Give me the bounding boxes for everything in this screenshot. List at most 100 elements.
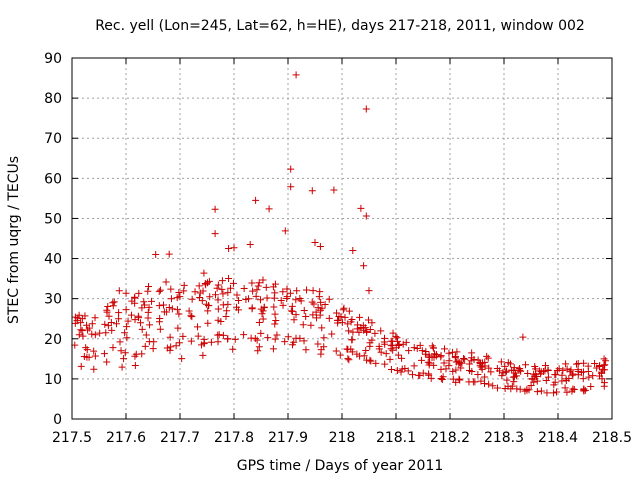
- data-point: [345, 327, 353, 335]
- x-tick-label: 217.8: [214, 430, 254, 446]
- data-point: [312, 308, 320, 316]
- data-point: [71, 319, 79, 327]
- data-point: [389, 341, 397, 349]
- data-point: [196, 289, 204, 297]
- data-point: [456, 376, 464, 384]
- data-point: [166, 346, 174, 354]
- data-point: [283, 285, 291, 293]
- data-point: [91, 352, 99, 360]
- data-point: [178, 355, 186, 363]
- data-point: [214, 296, 222, 304]
- data-point: [144, 308, 152, 316]
- data-point: [287, 307, 295, 315]
- data-point: [356, 313, 364, 321]
- data-point: [355, 328, 363, 336]
- data-point: [333, 309, 341, 317]
- data-point: [448, 348, 456, 356]
- data-point: [317, 298, 325, 306]
- data-point: [363, 327, 371, 335]
- data-point: [108, 326, 116, 334]
- data-point: [581, 386, 589, 394]
- data-point: [165, 303, 173, 311]
- data-point: [438, 375, 446, 383]
- data-point: [175, 288, 183, 296]
- data-point: [307, 321, 315, 329]
- y-tick-label: 50: [44, 211, 62, 227]
- data-point: [394, 351, 402, 359]
- data-point: [393, 337, 401, 345]
- y-tick-label: 70: [44, 131, 62, 147]
- data-point: [281, 338, 289, 346]
- data-point: [180, 281, 188, 289]
- y-tick-label: 0: [53, 412, 62, 428]
- data-point: [364, 316, 372, 324]
- data-point: [493, 384, 501, 392]
- data-point: [262, 283, 270, 291]
- data-point: [292, 311, 300, 319]
- data-point: [150, 338, 158, 346]
- data-point: [81, 312, 89, 320]
- data-point: [88, 330, 96, 338]
- data-point: [353, 325, 361, 333]
- data-point: [476, 360, 484, 368]
- data-point: [131, 293, 139, 301]
- data-point: [103, 306, 111, 314]
- data-point: [330, 186, 338, 194]
- data-point: [122, 306, 130, 314]
- data-point: [311, 239, 319, 247]
- data-point: [85, 324, 93, 332]
- data-point: [122, 289, 130, 297]
- data-point: [357, 204, 365, 212]
- data-point: [225, 275, 233, 283]
- data-point: [109, 302, 117, 310]
- data-point: [199, 351, 207, 359]
- data-point: [416, 371, 424, 379]
- data-point: [542, 377, 550, 385]
- data-point: [242, 295, 250, 303]
- data-point: [338, 318, 346, 326]
- data-point: [397, 368, 405, 376]
- data-point: [573, 360, 581, 368]
- data-point: [102, 329, 110, 337]
- data-point: [138, 350, 146, 358]
- data-point: [555, 365, 563, 373]
- data-point: [516, 385, 524, 393]
- data-point: [405, 347, 413, 355]
- data-point: [141, 301, 149, 309]
- data-point: [138, 325, 146, 333]
- data-point: [550, 389, 558, 397]
- data-point: [418, 347, 426, 355]
- data-point: [524, 369, 532, 377]
- data-point: [233, 291, 241, 299]
- data-point: [468, 368, 476, 376]
- data-point: [563, 388, 571, 396]
- data-point: [142, 331, 150, 339]
- data-point: [110, 298, 118, 306]
- data-point: [198, 341, 206, 349]
- data-point: [117, 347, 125, 355]
- data-point: [222, 312, 230, 320]
- data-point: [574, 368, 582, 376]
- data-point: [362, 346, 370, 354]
- x-axis-label: GPS time / Days of year 2011: [237, 458, 444, 474]
- data-point: [589, 372, 597, 380]
- data-point: [120, 355, 128, 363]
- data-point: [172, 342, 180, 350]
- data-point: [530, 378, 538, 386]
- x-tick-label: 217.6: [106, 430, 146, 446]
- data-point: [104, 302, 112, 310]
- data-point: [387, 345, 395, 353]
- data-point: [537, 370, 545, 378]
- data-point: [271, 289, 279, 297]
- data-point: [281, 227, 289, 235]
- data-point: [212, 291, 219, 299]
- data-point: [366, 339, 374, 347]
- data-point: [430, 361, 438, 369]
- data-point: [149, 345, 157, 353]
- data-point: [258, 310, 266, 318]
- data-point: [600, 382, 608, 390]
- data-point: [519, 333, 527, 341]
- data-point: [467, 357, 475, 365]
- data-point: [264, 334, 272, 342]
- data-point: [116, 338, 124, 346]
